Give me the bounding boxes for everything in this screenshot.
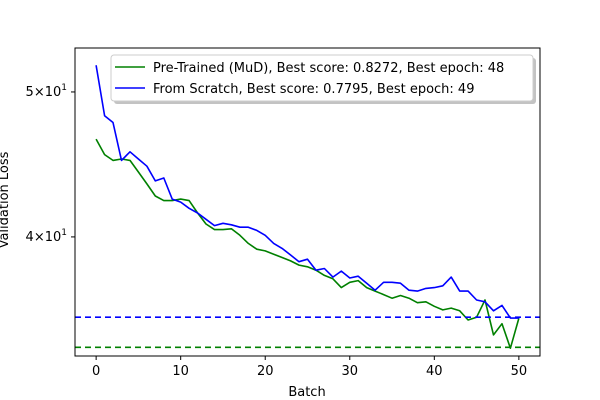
legend[interactable]: Pre-Trained (MuD), Best score: 0.8272, B… bbox=[110, 54, 536, 104]
legend-label-1: Pre-Trained (MuD), Best score: 0.8272, B… bbox=[153, 61, 504, 76]
x-tick-label: 30 bbox=[341, 364, 358, 379]
y-axis-label: Validation Loss bbox=[0, 151, 12, 248]
series-line-1 bbox=[95, 138, 520, 350]
y-tick-label: 5×101 bbox=[26, 83, 67, 100]
x-tick-label: 0 bbox=[92, 364, 100, 379]
x-tick-label: 20 bbox=[257, 364, 274, 379]
series-line-2 bbox=[95, 65, 519, 319]
x-tick-label: 40 bbox=[426, 364, 443, 379]
y-axis: 4×101 5×101 bbox=[26, 83, 75, 245]
legend-label-2: From Scratch, Best score: 0.7795, Best e… bbox=[153, 82, 474, 97]
plot-area bbox=[74, 47, 541, 357]
y-tick-label: 4×101 bbox=[26, 228, 67, 245]
x-axis: 0 10 20 30 40 50 bbox=[92, 356, 527, 379]
x-tick-label: 50 bbox=[511, 364, 528, 379]
x-tick-label: 10 bbox=[172, 364, 189, 379]
x-axis-label: Batch bbox=[288, 385, 325, 400]
legend-box bbox=[110, 54, 534, 102]
plot-frame bbox=[74, 47, 541, 357]
